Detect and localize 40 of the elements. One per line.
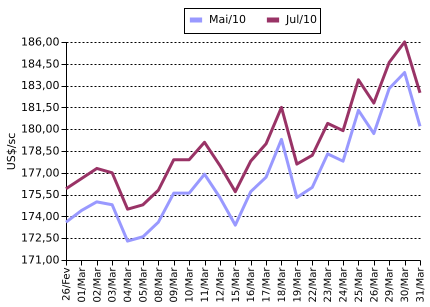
y-axis-title: US$/sc <box>5 132 18 170</box>
x-tick-label: 23/Mar <box>323 266 334 302</box>
y-tick-label: 180,00 <box>21 122 60 136</box>
x-tick-label: 30/Mar <box>400 266 412 302</box>
y-tick-label: 174,00 <box>21 210 60 223</box>
x-tick-label: 12/Mar <box>215 266 226 302</box>
x-tick-label: 17/Mar <box>262 266 273 302</box>
x-tick-label: 29/Mar <box>384 266 396 302</box>
y-tick-label: 177,00 <box>21 166 60 180</box>
x-tick-label: 24/Mar <box>338 266 350 302</box>
x-tick-label: 19/Mar <box>292 266 304 302</box>
y-tick-label: 172,50 <box>21 232 60 245</box>
x-tick-label: 04/Mar <box>123 266 134 302</box>
x-tick-label: 09/Mar <box>169 266 180 302</box>
x-tick-label: 15/Mar <box>230 266 242 302</box>
x-tick-label: 10/Mar <box>184 266 196 302</box>
legend-label: Jul/10 <box>285 13 317 26</box>
x-tick-label: 31/Mar <box>416 266 426 302</box>
x-tick-label: 02/Mar <box>92 266 104 302</box>
x-tick-label: 18/Mar <box>276 266 288 302</box>
y-tick-label: 178,50 <box>21 144 60 158</box>
x-tick-label: 26/Fev <box>62 267 72 301</box>
line-series <box>64 40 422 211</box>
legend-label: Mai/10 <box>209 13 246 26</box>
y-tick-label: 184,50 <box>21 57 60 70</box>
line-series <box>64 71 422 243</box>
y-tick-label: 186,00 <box>21 36 60 48</box>
x-tick-label: 01/Mar <box>76 266 88 302</box>
x-tick-label: 22/Mar <box>308 266 319 302</box>
x-tick-label: 16/Mar <box>246 266 258 302</box>
y-tick-label: 171,00 <box>21 254 60 266</box>
x-tick-label: 08/Mar <box>154 266 165 302</box>
x-tick-label: 11/Mar <box>200 266 212 302</box>
x-tick-label: 25/Mar <box>354 266 365 302</box>
y-tick-label: 183,00 <box>21 79 60 92</box>
x-tick-label: 26/Mar <box>369 266 380 302</box>
x-tick-label: 03/Mar <box>108 266 119 302</box>
y-tick-label: 181,50 <box>21 100 60 114</box>
y-tick-label: 175,50 <box>21 188 60 202</box>
x-tick-label: 05/Mar <box>138 266 150 302</box>
